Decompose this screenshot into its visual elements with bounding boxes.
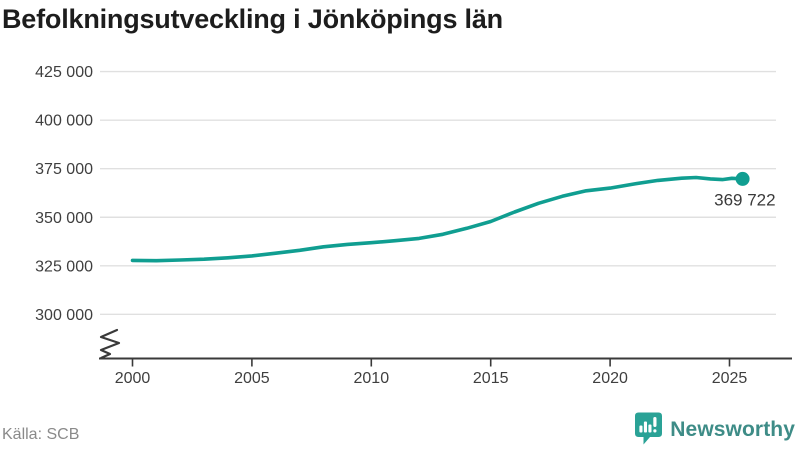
x-tick-label: 2015	[473, 370, 509, 387]
x-tick-label: 2005	[234, 370, 270, 387]
y-tick-label: 325 000	[35, 258, 93, 275]
x-axis-labels: 2000 2005 2010 2015 2020 2025	[115, 370, 748, 387]
y-tick-label: 300 000	[35, 307, 93, 324]
x-tick-label: 2025	[712, 370, 748, 387]
x-tick-label: 2000	[115, 370, 151, 387]
chart-title: Befolkningsutveckling i Jönköpings län	[2, 4, 503, 34]
x-tick-label: 2010	[354, 370, 390, 387]
y-axis-labels: 425 000 400 000 375 000 350 000 325 000 300 0…	[35, 64, 93, 324]
newsworthy-logo[interactable]: Newsworthy	[634, 412, 795, 447]
latest-value-label: 369 722	[714, 190, 775, 209]
y-tick-label: 400 000	[35, 113, 93, 130]
newsworthy-wordmark: Newsworthy	[670, 417, 795, 441]
y-tick-label: 350 000	[35, 210, 93, 227]
population-series-line	[130, 175, 745, 263]
x-axis-ticks	[131, 358, 731, 367]
x-tick-label: 2020	[592, 370, 628, 387]
y-tick-label: 425 000	[35, 64, 93, 81]
gridlines	[100, 70, 776, 316]
y-axis-break-icon	[99, 328, 121, 360]
y-tick-label: 375 000	[35, 161, 93, 178]
newsworthy-speech-bubble-barchart-icon	[635, 412, 663, 445]
source-note: Källa: SCB	[2, 426, 80, 443]
latest-value-dot	[735, 171, 750, 186]
